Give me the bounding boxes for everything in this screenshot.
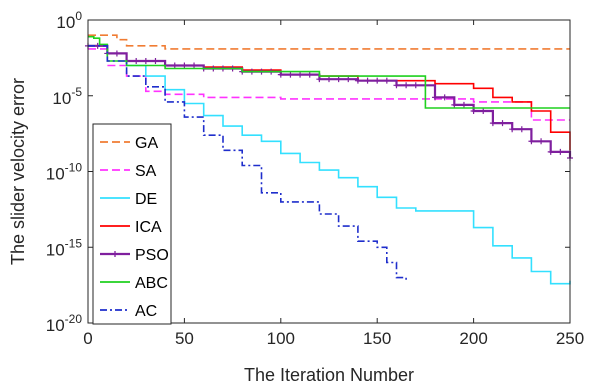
series-pso-marker	[364, 77, 371, 84]
legend-box	[92, 123, 172, 325]
series-pso-marker	[557, 148, 564, 155]
series-pso-marker	[547, 148, 554, 155]
series-pso-marker	[499, 120, 506, 127]
series-abc-line	[88, 35, 570, 109]
series-pso-marker	[451, 101, 458, 108]
series-pso-marker	[287, 71, 294, 78]
legend-label-de: DE	[135, 191, 157, 208]
series-ga-line	[88, 34, 570, 50]
series-pso-marker	[326, 76, 332, 83]
series-sa-line	[88, 48, 570, 121]
series-pso-marker	[316, 76, 323, 83]
y-tick-label: 10-5	[52, 85, 82, 108]
legend: GA SA DE ICA PSO ABC AC	[92, 123, 172, 325]
legend-label-abc: ABC	[135, 275, 168, 292]
y-tick-label: 100	[56, 9, 82, 32]
series-pso-marker	[441, 94, 448, 101]
series-pso-marker	[113, 50, 120, 57]
series-pso-marker	[345, 76, 352, 83]
series-pso-marker	[152, 57, 159, 64]
series-pso-marker	[518, 126, 525, 133]
y-axis-title: The slider velocity error	[8, 78, 28, 265]
series-pso-marker	[480, 107, 487, 114]
series-pso-marker	[374, 77, 381, 84]
series-pso-marker	[171, 62, 178, 69]
series-pso-marker	[277, 71, 284, 78]
x-tick-label: 250	[556, 329, 584, 348]
series-pso-marker	[432, 94, 439, 101]
x-axis-title: The Iteration Number	[244, 365, 414, 385]
series-pso-marker	[142, 57, 149, 64]
series-pso-marker	[383, 77, 390, 84]
axis-ticks: 0 50 100 150 200 250 10-20 10-15 10-10 10-5 100	[46, 9, 584, 348]
series-pso-marker	[181, 62, 188, 69]
series-pso-marker	[354, 77, 361, 84]
legend-label-ga: GA	[135, 135, 158, 152]
x-tick-label: 150	[363, 329, 391, 348]
plot-marks	[85, 34, 573, 285]
legend-label-pso: PSO	[135, 247, 169, 264]
series-pso-marker	[393, 82, 400, 89]
y-tick-label: 10-10	[46, 161, 83, 184]
series-pso-marker	[470, 107, 477, 114]
legend-label-sa: SA	[135, 163, 157, 180]
x-tick-label: 0	[83, 329, 92, 348]
series-pso-marker	[133, 57, 140, 64]
series-pso-marker	[297, 71, 304, 78]
series-pso-marker	[489, 120, 496, 127]
y-tick-label: 10-15	[46, 236, 83, 259]
series-pso-marker	[403, 82, 410, 89]
x-tick-label: 50	[175, 329, 194, 348]
series-pso-marker	[191, 62, 198, 69]
y-tick-label: 10-20	[46, 312, 83, 335]
legend-marker-pso	[112, 251, 118, 257]
series-pso-marker	[460, 101, 467, 108]
series-pso-marker	[412, 82, 419, 89]
series-pso-marker	[528, 138, 535, 145]
series-pso-marker	[538, 138, 545, 145]
x-tick-label: 200	[459, 329, 487, 348]
series-pso-marker	[335, 76, 342, 83]
series-pso-marker	[509, 126, 516, 133]
legend-label-ac: AC	[135, 303, 157, 320]
x-tick-label: 100	[267, 329, 295, 348]
series-pso-marker	[306, 71, 313, 78]
legend-label-ica: ICA	[135, 219, 162, 236]
series-ac-line	[88, 45, 407, 281]
